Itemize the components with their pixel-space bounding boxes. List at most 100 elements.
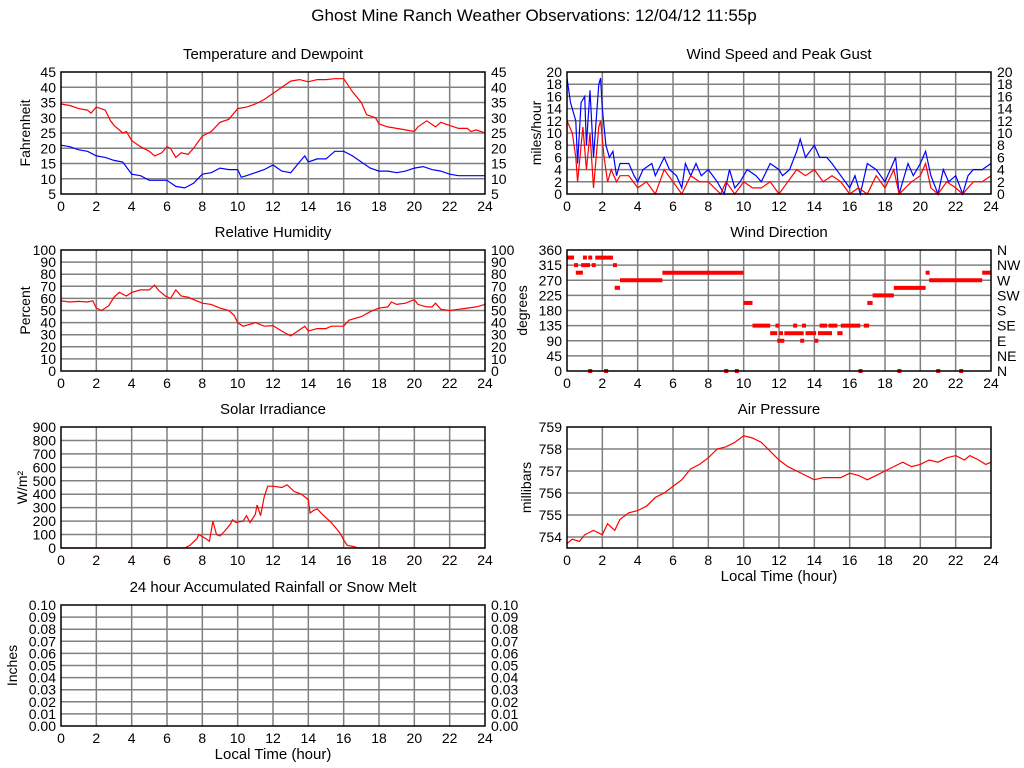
x-tick-label: 18: [371, 552, 387, 568]
x-tick-label: 0: [563, 552, 571, 568]
y-tick-label: 0.03: [29, 682, 56, 698]
x-axis-label: Local Time (hour): [215, 746, 332, 763]
series-line-0: [60, 78, 486, 159]
y-tick-label: 0: [554, 186, 562, 202]
y-tick-label-right: 40: [491, 315, 507, 331]
y-tick-label: 757: [539, 463, 563, 479]
y-tick-label: 10: [40, 351, 56, 367]
y-tick-label-right: 0: [491, 363, 499, 379]
x-tick-label: 12: [265, 198, 281, 214]
series-line-0: [566, 77, 992, 197]
x-tick-label: 8: [704, 552, 712, 568]
chart-title: Relative Humidity: [215, 224, 332, 241]
x-tick-label: 18: [877, 375, 893, 391]
x-tick-label: 16: [336, 552, 352, 568]
x-tick-label: 8: [198, 552, 206, 568]
y-tick-label: 180: [539, 303, 563, 319]
y-tick-label-right: 0.03: [491, 682, 518, 698]
y-tick-label: 200: [33, 513, 57, 529]
x-tick-label: 16: [336, 198, 352, 214]
y-tick-label-right: 2: [997, 174, 1005, 190]
x-tick-label: 10: [736, 198, 752, 214]
y-tick-label-right: 0.08: [491, 621, 518, 637]
x-tick-label: 12: [265, 730, 281, 746]
y-axis-label: W/m²: [14, 470, 30, 504]
series-line-0: [60, 284, 486, 337]
y-tick-label: 400: [33, 486, 57, 502]
y-tick-label: 30: [40, 327, 56, 343]
x-tick-label: 2: [92, 730, 100, 746]
y-tick-label-right: 5: [491, 186, 499, 202]
y-tick-label-right: 18: [997, 76, 1013, 92]
y-tick-label: 6: [554, 149, 562, 165]
y-axis-label: millibars: [518, 462, 534, 513]
x-tick-label: 18: [877, 552, 893, 568]
y-tick-label-right: 14: [997, 101, 1013, 117]
y-tick-label: 20: [546, 64, 562, 80]
x-tick-label: 8: [198, 198, 206, 214]
x-tick-label: 14: [807, 198, 823, 214]
x-tick-label: 20: [913, 375, 929, 391]
x-tick-label: 4: [634, 198, 642, 214]
x-tick-label: 8: [704, 198, 712, 214]
y-tick-label-right: SE: [997, 318, 1016, 334]
y-tick-label-right: 0.00: [491, 718, 518, 734]
y-tick-label-right: 40: [491, 79, 507, 95]
y-tick-label: 40: [40, 315, 56, 331]
y-tick-label: 500: [33, 473, 57, 489]
x-tick-label: 24: [983, 552, 999, 568]
y-tick-label-right: 50: [491, 303, 507, 319]
x-tick-label: 14: [807, 552, 823, 568]
x-tick-label: 22: [948, 375, 964, 391]
y-tick-label: 0.05: [29, 658, 56, 674]
x-tick-label: 6: [163, 375, 171, 391]
y-tick-label-right: 0: [997, 186, 1005, 202]
x-axis-label: Local Time (hour): [721, 568, 838, 585]
plot-frame: [566, 249, 992, 372]
x-tick-label: 2: [92, 198, 100, 214]
y-tick-label: 60: [40, 290, 56, 306]
x-tick-label: 10: [230, 375, 246, 391]
y-tick-label-right: N: [997, 363, 1007, 379]
y-tick-label-right: 20: [997, 64, 1013, 80]
y-tick-label-right: W: [997, 272, 1011, 288]
y-tick-label: 0.00: [29, 718, 56, 734]
x-tick-label: 10: [736, 375, 752, 391]
y-tick-label: 360: [539, 242, 563, 258]
x-tick-label: 8: [198, 375, 206, 391]
x-tick-label: 12: [265, 375, 281, 391]
y-tick-label: 0.10: [29, 597, 56, 613]
x-tick-label: 18: [371, 198, 387, 214]
x-tick-label: 14: [301, 375, 317, 391]
x-tick-label: 10: [230, 552, 246, 568]
x-tick-label: 18: [371, 375, 387, 391]
x-tick-label: 12: [771, 552, 787, 568]
x-tick-label: 14: [301, 552, 317, 568]
y-tick-label: 90: [40, 254, 56, 270]
y-tick-label-right: 100: [491, 242, 515, 258]
y-tick-label: 315: [539, 257, 563, 273]
y-tick-label-right: 0.10: [491, 597, 518, 613]
y-axis-label: Inches: [4, 645, 20, 686]
y-tick-label: 4: [554, 162, 562, 178]
y-tick-label-right: 30: [491, 327, 507, 343]
chart-title: Air Pressure: [738, 401, 821, 418]
y-tick-label-right: 0.06: [491, 645, 518, 661]
y-tick-label: 80: [40, 266, 56, 282]
y-tick-label: 0: [554, 363, 562, 379]
x-tick-label: 16: [336, 375, 352, 391]
y-tick-label: 10: [40, 171, 56, 187]
x-tick-label: 12: [771, 375, 787, 391]
y-tick-label-right: 0.02: [491, 694, 518, 710]
y-tick-label-right: 10: [491, 171, 507, 187]
x-tick-label: 6: [669, 198, 677, 214]
y-tick-label-right: 0.01: [491, 706, 518, 722]
y-tick-label-right: 12: [997, 113, 1013, 129]
y-tick-label-right: 45: [491, 64, 507, 80]
x-tick-label: 24: [477, 730, 493, 746]
y-tick-label-right: 80: [491, 266, 507, 282]
